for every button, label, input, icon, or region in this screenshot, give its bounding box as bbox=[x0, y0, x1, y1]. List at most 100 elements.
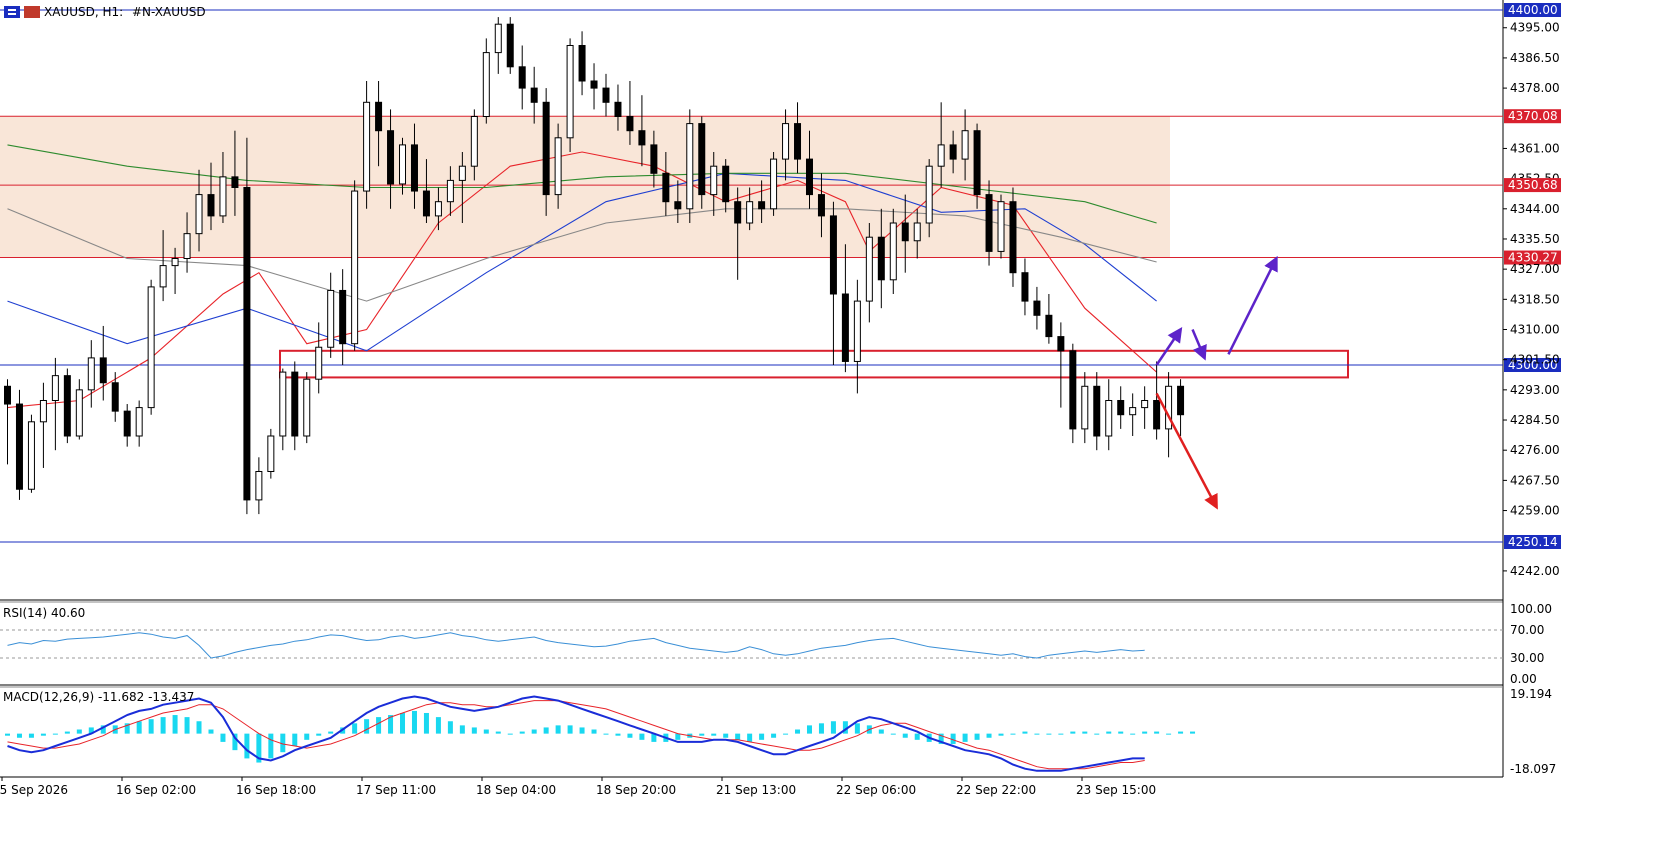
macd-histogram-bar bbox=[507, 733, 513, 735]
candle-body bbox=[674, 201, 682, 210]
macd-histogram-bar bbox=[675, 733, 681, 740]
candle-body bbox=[4, 385, 11, 405]
macd-histogram-bar bbox=[100, 725, 106, 734]
macd-histogram-bar bbox=[950, 733, 956, 744]
candle-body bbox=[399, 144, 407, 185]
candle-body bbox=[925, 165, 933, 224]
candle-body bbox=[829, 215, 837, 295]
candle-body bbox=[123, 410, 131, 437]
macd-label: MACD(12,26,9) -11.682 -13.437 bbox=[3, 690, 194, 704]
price-level-tag bbox=[1504, 535, 1561, 549]
candle-body bbox=[1057, 336, 1065, 352]
main-price-panel[interactable]: 4352.504400.004370.084350.684330.274300.… bbox=[0, 0, 1561, 777]
candle-body bbox=[422, 190, 430, 217]
macd-histogram-bar bbox=[579, 727, 585, 734]
macd-histogram-bar bbox=[699, 733, 705, 736]
candle-body bbox=[470, 115, 478, 167]
macd-histogram-bar bbox=[878, 729, 884, 734]
candle-body bbox=[327, 289, 335, 348]
macd-histogram-bar bbox=[471, 727, 477, 734]
macd-histogram-bar bbox=[136, 721, 142, 734]
y-tick-label: 4395.00 bbox=[1510, 21, 1560, 35]
price-level-label: 4400.00 bbox=[1508, 3, 1558, 17]
candle-body bbox=[997, 201, 1005, 252]
candle-body bbox=[961, 130, 969, 160]
candle-body bbox=[865, 236, 873, 302]
macd-histogram-bar bbox=[854, 723, 860, 734]
candle-body bbox=[1093, 385, 1101, 437]
macd-histogram-bar bbox=[1178, 731, 1184, 734]
macd-histogram-bar bbox=[376, 717, 382, 734]
macd-histogram-bar bbox=[615, 733, 621, 736]
candle-body bbox=[351, 190, 359, 345]
candle-body bbox=[530, 87, 538, 103]
candle-body bbox=[171, 257, 179, 267]
time-axis: 15 Sep 2026 16 Sep 02:00 16 Sep 18:00 17 Se… bbox=[0, 777, 1156, 797]
y-tick-label: 4301.50 bbox=[1510, 353, 1560, 367]
macd-histogram-bar bbox=[1070, 731, 1076, 734]
macd-histogram-bar bbox=[639, 733, 645, 740]
macd-histogram-bar bbox=[304, 733, 310, 740]
candle-body bbox=[494, 23, 502, 54]
price-level-tag bbox=[1504, 250, 1561, 265]
candle-body bbox=[99, 357, 107, 384]
candle-body bbox=[135, 407, 143, 437]
macd-histogram-bar bbox=[28, 733, 34, 738]
y-tick-label: 4284.50 bbox=[1510, 413, 1560, 427]
x-tick-label: 23 Sep 15:00 bbox=[1076, 783, 1156, 797]
macd-histogram-bar bbox=[148, 719, 154, 734]
support-box bbox=[279, 349, 1349, 379]
macd-histogram-bar bbox=[280, 733, 286, 753]
macd-histogram-bar bbox=[268, 733, 274, 759]
price-level-label: 4370.08 bbox=[1508, 109, 1558, 123]
macd-histogram-bar bbox=[184, 717, 190, 734]
macd-tick-label: -18.097 bbox=[1510, 762, 1556, 776]
macd-histogram-bar bbox=[64, 731, 70, 734]
macd-histogram-bar bbox=[411, 710, 417, 734]
candle-body bbox=[231, 176, 239, 188]
rsi-tick-label: 0.00 bbox=[1510, 672, 1537, 686]
macd-histogram-bar bbox=[1034, 733, 1040, 735]
candle-body bbox=[207, 194, 215, 217]
candle-body bbox=[686, 123, 694, 210]
candle-body bbox=[159, 265, 167, 288]
candle-body bbox=[1129, 407, 1137, 416]
candle-body bbox=[1153, 399, 1161, 430]
macd-histogram-bar bbox=[902, 733, 908, 738]
macd-histogram-bar bbox=[543, 727, 549, 734]
y-tick-label: 4276.00 bbox=[1510, 443, 1560, 457]
candle-body bbox=[147, 286, 155, 409]
macd-panel[interactable]: 19.194 -18.097 MACD(12,26,9) -11.682 -13.4… bbox=[0, 687, 1556, 778]
macd-histogram-bar bbox=[52, 733, 58, 735]
price-level-label: 4300.00 bbox=[1508, 358, 1558, 372]
candle-body bbox=[794, 123, 802, 160]
price-level-tag bbox=[1504, 178, 1561, 193]
macd-histogram-bar bbox=[16, 733, 22, 738]
macd-histogram-bar bbox=[986, 733, 992, 738]
candle-body bbox=[901, 222, 909, 242]
candle-body bbox=[1081, 385, 1089, 430]
macd-histogram-bar bbox=[783, 733, 789, 735]
candle-body bbox=[482, 52, 490, 117]
macd-tick-label: 19.194 bbox=[1510, 687, 1552, 701]
candle-body bbox=[758, 201, 766, 210]
candle-body bbox=[746, 201, 754, 224]
macd-histogram-bar bbox=[806, 725, 812, 734]
candle-body bbox=[1177, 385, 1185, 416]
candle-body bbox=[542, 101, 550, 196]
candle-body bbox=[111, 382, 119, 412]
candle-body bbox=[554, 137, 562, 196]
candle-body bbox=[985, 194, 993, 252]
macd-histogram-bar bbox=[567, 725, 573, 734]
candle-body bbox=[877, 236, 885, 281]
chart-type-icon bbox=[24, 6, 40, 18]
x-tick-label: 17 Sep 11:00 bbox=[356, 783, 436, 797]
macd-histogram-bar bbox=[555, 725, 561, 734]
macd-histogram-bar bbox=[1106, 731, 1112, 734]
macd-histogram-bar bbox=[519, 731, 525, 734]
rsi-panel[interactable]: 100.00 70.00 30.00 0.00 RSI(14) 40.60 bbox=[0, 602, 1552, 688]
macd-histogram-bar bbox=[364, 719, 370, 734]
candle-body bbox=[1009, 201, 1017, 274]
price-level-label: 4250.14 bbox=[1508, 535, 1558, 549]
